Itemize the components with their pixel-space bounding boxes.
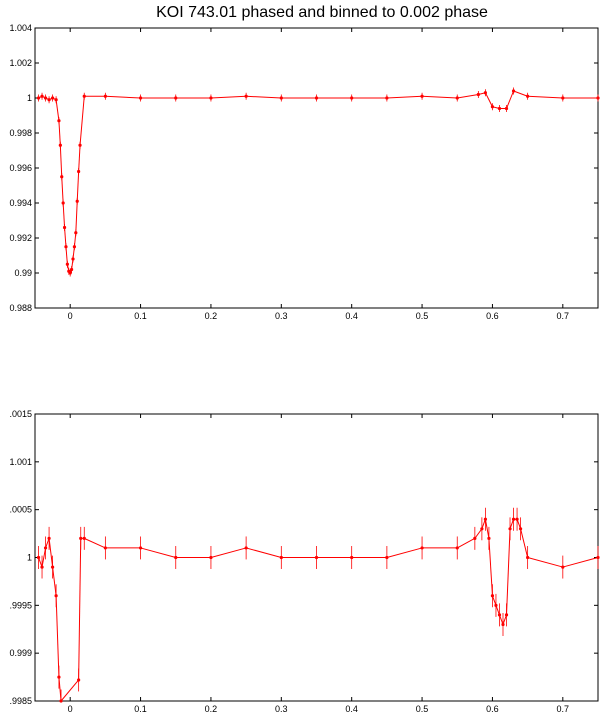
top-series-line bbox=[513, 90, 528, 97]
bottom-series-line bbox=[562, 557, 599, 568]
bottom-series-line bbox=[502, 614, 507, 625]
top-x-tick-label: 0.1 bbox=[134, 311, 147, 321]
bottom-series-line bbox=[506, 528, 511, 615]
bottom-series-line bbox=[520, 528, 529, 558]
top-x-tick-label: 0.3 bbox=[275, 311, 288, 321]
top-x-tick-label: 0.6 bbox=[486, 311, 499, 321]
bottom-series-line bbox=[48, 538, 54, 568]
bottom-series-line bbox=[509, 519, 515, 529]
bottom-series-line bbox=[55, 595, 60, 678]
top-flux-series bbox=[36, 87, 600, 277]
bottom-data-point bbox=[596, 555, 600, 560]
top-y-tick-label: 0.988 bbox=[9, 303, 32, 313]
chart-title: KOI 743.01 phased and binned to 0.002 ph… bbox=[156, 4, 488, 21]
bottom-x-tick-label: 0.3 bbox=[275, 704, 288, 714]
top-plot-frame bbox=[34, 27, 599, 309]
bottom-y-tick-label: .0015 bbox=[9, 409, 32, 419]
top-x-tick-label: 0.7 bbox=[557, 311, 570, 321]
bottom-y-tick-label: .9985 bbox=[9, 696, 32, 706]
top-series-line bbox=[58, 120, 61, 146]
bottom-x-tick-label: 0.5 bbox=[416, 704, 429, 714]
top-series-line bbox=[78, 145, 81, 172]
top-panel: 0 0.1 0.2 0.3 0.4 0.5 0.6 0.7 0.988 0.99 0.992 0.99… bbox=[9, 23, 600, 321]
top-series-line bbox=[484, 92, 493, 107]
bottom-series-line bbox=[474, 528, 483, 539]
top-series-line bbox=[59, 145, 63, 177]
bottom-series-line bbox=[499, 614, 504, 625]
top-series-line bbox=[246, 95, 282, 99]
bottom-series-line bbox=[245, 547, 282, 558]
top-x-tick-label: 0.4 bbox=[345, 311, 358, 321]
bottom-x-tick-label: 0.4 bbox=[345, 704, 358, 714]
top-y-tick-label: 1.002 bbox=[9, 58, 32, 68]
top-series-line bbox=[210, 95, 247, 99]
bottom-series-line bbox=[481, 519, 486, 529]
top-x-tick-label: 0 bbox=[68, 311, 73, 321]
bottom-series-line bbox=[84, 537, 106, 549]
top-series-line bbox=[61, 176, 64, 204]
bottom-y-tick-label: 0.999 bbox=[9, 648, 32, 658]
top-series-line bbox=[422, 95, 458, 99]
top-series-line bbox=[527, 95, 563, 99]
bottom-y-tick-label: .9995 bbox=[9, 600, 32, 610]
bottom-series-line bbox=[45, 538, 50, 549]
bottom-series-line bbox=[516, 519, 522, 529]
top-series-line bbox=[386, 95, 423, 99]
bottom-x-tick-label: 0 bbox=[68, 704, 73, 714]
top-x-tick-label: 0.5 bbox=[416, 311, 429, 321]
top-y-tick-label: 1.004 bbox=[9, 23, 32, 33]
bottom-y-tick-label: .0005 bbox=[9, 505, 32, 515]
top-series-line bbox=[76, 171, 80, 202]
top-series-line bbox=[75, 201, 78, 233]
bottom-series-line bbox=[484, 519, 490, 539]
top-y-tick-label: 0.994 bbox=[9, 198, 32, 208]
bottom-series-line bbox=[488, 538, 493, 596]
bottom-series-line bbox=[491, 595, 497, 606]
top-series-line bbox=[79, 96, 85, 146]
top-series-line bbox=[105, 95, 141, 99]
bottom-data-point bbox=[77, 678, 81, 682]
bottom-series-line bbox=[41, 547, 47, 568]
top-y-tick-label: 1 bbox=[27, 93, 32, 103]
top-y-tick-label: 0.996 bbox=[9, 163, 32, 173]
bottom-series-line bbox=[527, 557, 563, 568]
bottom-series-line bbox=[210, 547, 247, 558]
bottom-series-line bbox=[386, 547, 423, 558]
bottom-series-line bbox=[60, 679, 80, 702]
top-x-tick-label: 0.2 bbox=[205, 311, 218, 321]
bottom-x-tick-label: 0.6 bbox=[486, 704, 499, 714]
bottom-series-line bbox=[52, 567, 57, 596]
bottom-series-line bbox=[38, 557, 43, 568]
top-series-line bbox=[506, 90, 515, 109]
bottom-x-tick-label: 0.1 bbox=[134, 704, 147, 714]
bottom-flux-series bbox=[36, 507, 600, 703]
bottom-x-tick-label: 0.2 bbox=[205, 704, 218, 714]
top-series-line bbox=[457, 94, 479, 99]
bottom-series-line bbox=[140, 547, 176, 558]
top-y-tick-label: 0.998 bbox=[9, 128, 32, 138]
bottom-series-line bbox=[78, 538, 82, 680]
top-series-line bbox=[55, 99, 60, 121]
top-y-tick-label: 0.99 bbox=[14, 268, 32, 278]
bottom-y-tick-label: 1.001 bbox=[9, 457, 32, 467]
bottom-panel: 0 0.1 0.2 0.3 0.4 0.5 0.6 0.7.99850.999.99951.0… bbox=[9, 409, 600, 714]
bottom-y-tick-label: 1 bbox=[27, 553, 32, 563]
bottom-series-line bbox=[495, 605, 500, 616]
top-series-line bbox=[62, 202, 66, 228]
top-y-tick-label: 0.992 bbox=[9, 233, 32, 243]
bottom-x-tick-label: 0.7 bbox=[557, 704, 570, 714]
bottom-series-line bbox=[457, 537, 476, 549]
top-data-point bbox=[596, 96, 600, 100]
